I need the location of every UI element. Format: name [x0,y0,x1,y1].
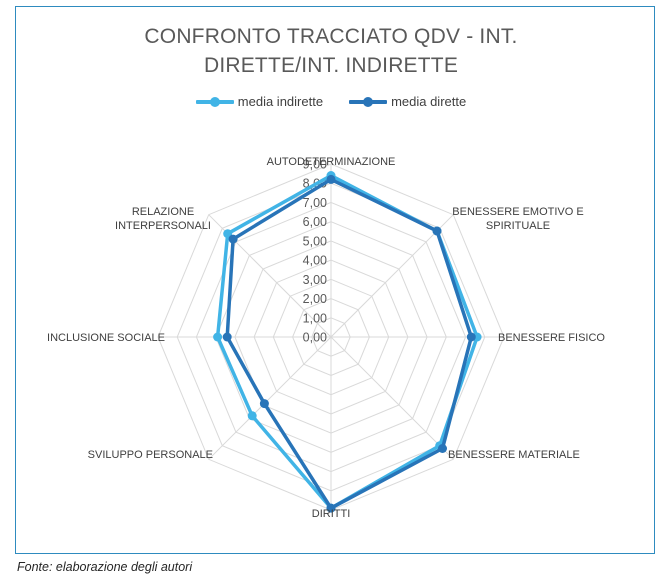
legend-item-media-indirette: media indirette [195,94,324,109]
chart-title-line-1: CONFRONTO TRACCIATO QDV - INT. [144,25,518,48]
axis-label: BENESSERE FISICO [498,332,605,344]
tick-label: 7,00 [303,196,327,210]
tick-label: 2,00 [303,292,327,306]
axis-label: INCLUSIONE SOCIALE [47,332,165,344]
series-media-dirette [222,174,476,513]
axis-label: DIRITTI [312,508,351,520]
data-point [432,226,442,236]
data-point [438,444,447,453]
legend-label-media-indirette: media indirette [237,94,324,109]
tick-label: 6,00 [303,215,327,229]
chart-title: CONFRONTO TRACCIATO QDV - INT. DIRETTE/I… [0,22,662,80]
data-point [213,332,223,342]
axis-label: RELAZIONE [132,206,194,218]
legend-marker-media-indirette [195,96,234,108]
data-point [228,234,238,244]
data-point [259,399,269,409]
chart-title-line-2: DIRETTE/INT. INDIRETTE [203,54,459,77]
axis-label: BENESSERE EMOTIVO E [452,206,583,218]
radar-chart: 0,001,002,003,004,005,006,007,008,009,00… [47,156,605,520]
axis-label: SVILUPPO PERSONALE [88,449,213,461]
tick-label: 3,00 [303,273,327,287]
tick-label: 5,00 [303,234,327,248]
axis-label: INTERPERSONALI [115,220,211,232]
grid-spoke-1 [330,214,454,338]
axis-label: BENESSERE MATERIALE [448,449,580,461]
legend-item-media-dirette: media dirette [349,94,466,109]
axis-label: SPIRITUALE [486,220,550,232]
tick-label: 0,00 [303,331,327,345]
legend-marker-media-dirette [349,96,388,108]
tick-label: 9,00 [303,158,327,172]
axis-label: AUTODETERMINAZIONE [267,156,396,168]
legend-label-media-dirette: media dirette [391,94,467,109]
source-note: Fonte: elaborazione degli autori [17,560,193,574]
data-point [222,332,232,342]
chart-frame [15,6,655,554]
grid-spoke-5 [208,336,332,460]
data-point [326,174,336,184]
tick-label: 4,00 [303,254,327,268]
tick-label: 1,00 [303,311,327,325]
data-point [326,503,336,513]
radar-grid [157,163,505,511]
chart-legend: media indirette media dirette [0,94,662,109]
series-media-indirette [213,171,482,513]
data-point [466,332,476,342]
data-point [247,411,257,421]
grid-spoke-3 [330,336,454,460]
